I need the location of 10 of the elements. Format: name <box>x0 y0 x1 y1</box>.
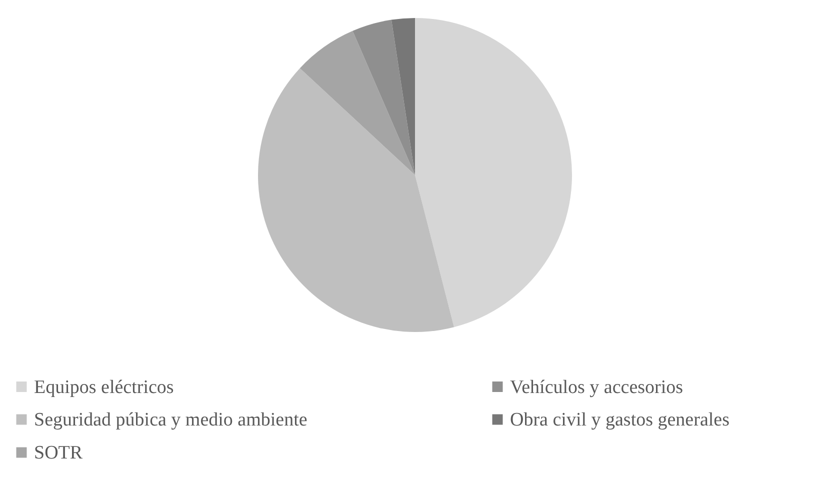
legend-label: Equipos eléctricos <box>34 376 174 398</box>
legend-label: Seguridad púbica y medio ambiente <box>34 410 308 430</box>
pie-slice <box>258 68 454 332</box>
pie-slice <box>415 18 572 328</box>
pie-slice <box>300 30 415 175</box>
legend-label: Vehículos y accesorios <box>510 376 684 398</box>
legend-label: Obra civil y gastos generales <box>510 410 730 430</box>
legend-label: SOTR <box>34 442 83 464</box>
pie-slice <box>391 18 415 175</box>
pie-slice <box>352 20 415 175</box>
